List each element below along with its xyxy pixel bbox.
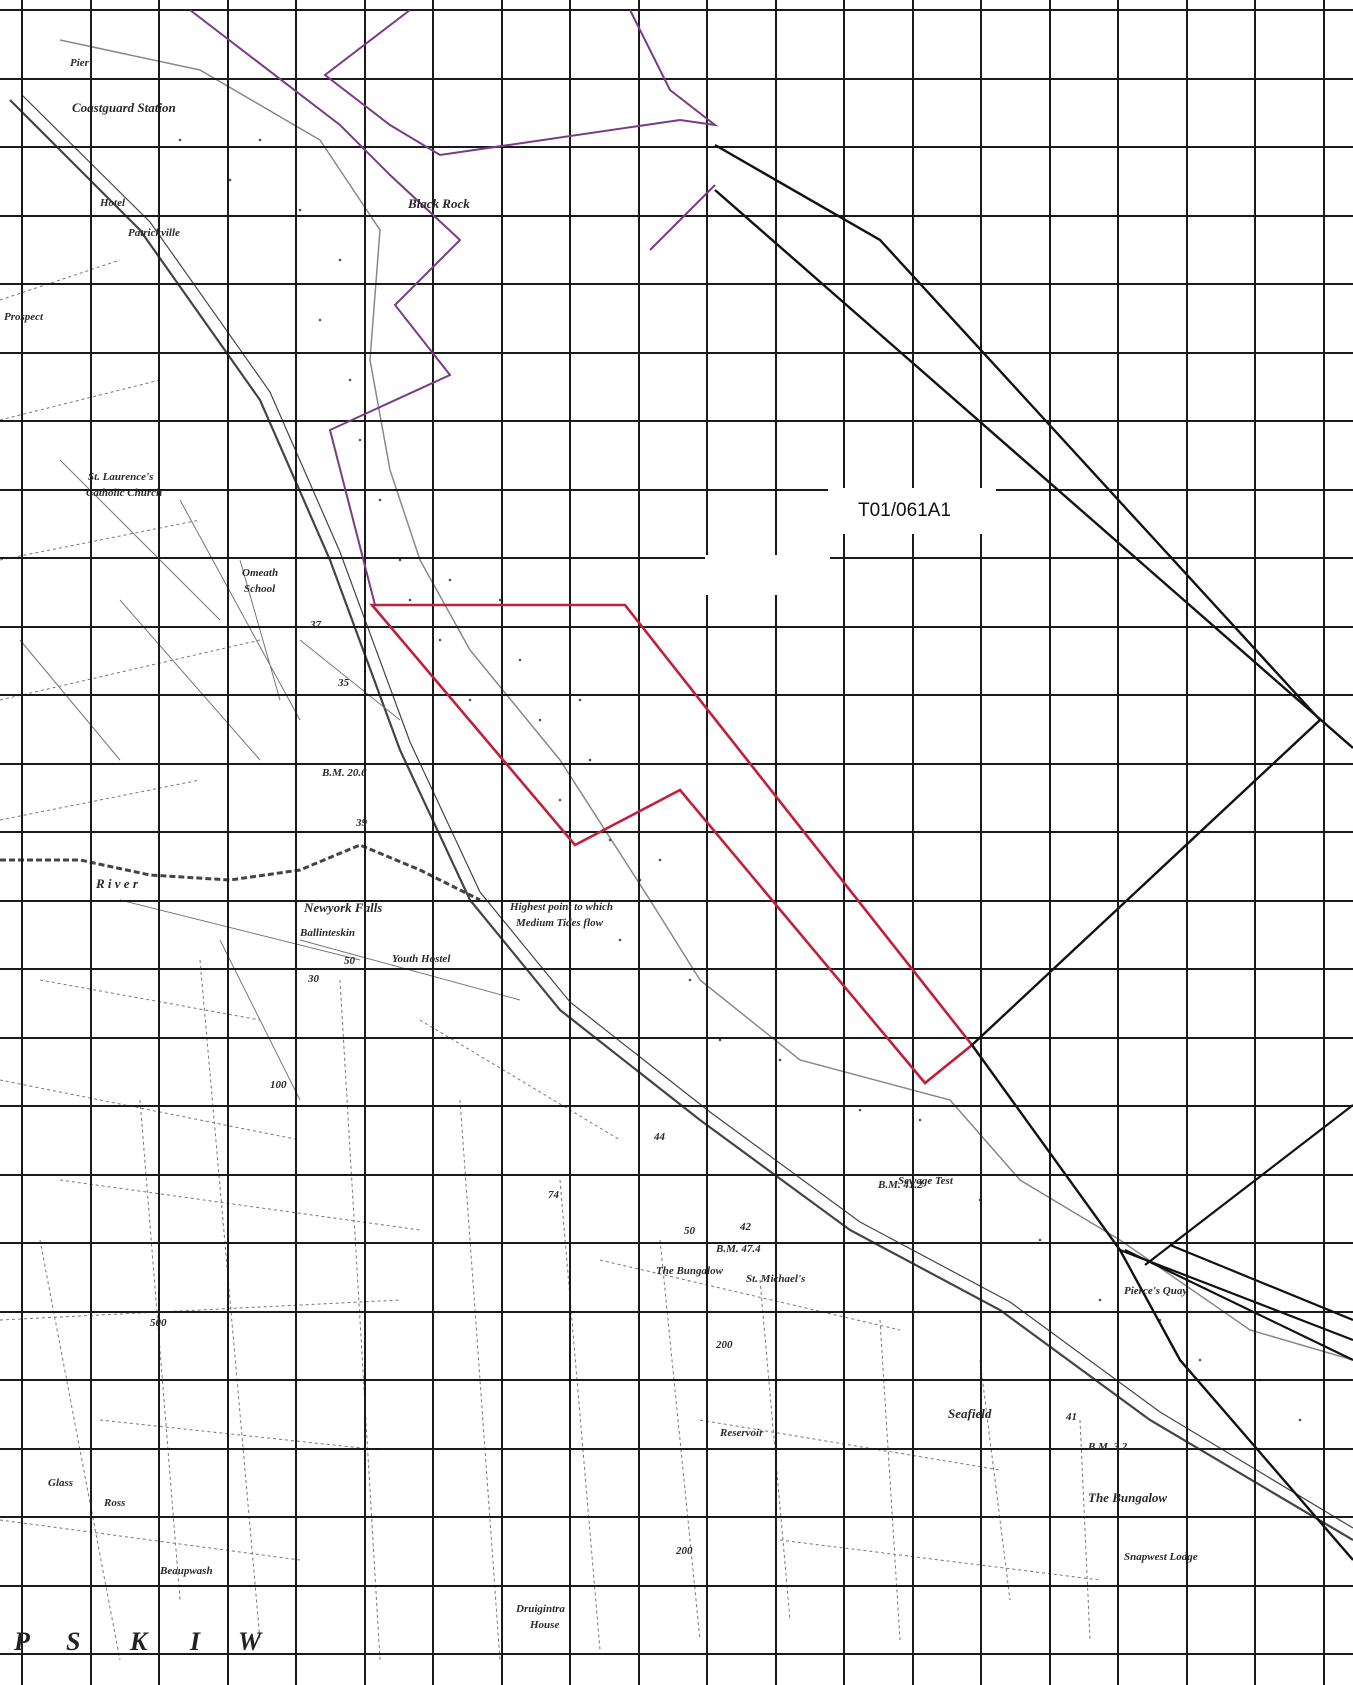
- label-ross: Ross: [103, 1497, 125, 1509]
- label-patrickville: Patrickville: [128, 227, 180, 239]
- label-the-bungalow: The Bungalow: [656, 1265, 724, 1277]
- spot-height: 44: [653, 1131, 666, 1143]
- label-ballinteskin: Ballinteskin: [299, 927, 355, 939]
- boundary-black-south: [971, 1044, 1353, 1561]
- label-black-rock: Black Rock: [407, 196, 470, 211]
- spot-height: 41: [1065, 1411, 1077, 1423]
- label-house: House: [529, 1619, 559, 1631]
- label-prospect: Prospect: [4, 311, 44, 323]
- spot-height: 200: [715, 1339, 733, 1351]
- plot-label-background-2: [705, 555, 830, 595]
- spot-height: 30: [307, 973, 320, 985]
- label-st-laurences: St. Laurence's: [88, 471, 153, 483]
- boundary-purple-east: [649, 184, 716, 251]
- plot-reference-label: T01/061A1: [858, 500, 951, 521]
- label-school: School: [244, 583, 276, 595]
- spot-height: B.M. 3.2: [1087, 1441, 1128, 1453]
- label-youth-hostel: Youth Hostel: [392, 953, 451, 965]
- boundary-black-outer: [714, 189, 1353, 749]
- label-tide-note-2: Medium Tides flow: [515, 917, 604, 929]
- label-catholic-church: Catholic Church: [86, 487, 162, 499]
- spot-height: B.M. 47.4: [715, 1243, 761, 1255]
- label-newyork-falls: Newyork Falls: [303, 900, 382, 915]
- margin-letter: I: [189, 1627, 201, 1656]
- label-river: R i v e r: [95, 876, 139, 891]
- label-the-bungalow-2: The Bungalow: [1088, 1490, 1167, 1505]
- spot-height: 37: [309, 619, 322, 631]
- spot-height: B.M. 20.6: [321, 767, 367, 779]
- spot-height: 74: [548, 1189, 560, 1201]
- margin-letter: K: [129, 1627, 149, 1656]
- label-seafield: Seafield: [948, 1406, 992, 1421]
- boundary-black-quay-3: [1169, 1243, 1353, 1322]
- label-coastguard-station: Coastguard Station: [72, 100, 176, 115]
- spot-height: 100: [270, 1079, 287, 1091]
- spot-height: 42: [739, 1221, 752, 1233]
- label-reservoir: Reservoir: [719, 1427, 764, 1439]
- spot-height: B.M. 41.2: [877, 1179, 923, 1191]
- spot-height: 35: [337, 677, 350, 689]
- label-hotel: Hotel: [99, 197, 126, 209]
- label-st-michaels: St. Michael's: [746, 1273, 805, 1285]
- boundary-purple: [189, 9, 462, 606]
- label-druigintra: Druigintra: [515, 1603, 565, 1615]
- place-labels: Pier Coastguard Station Hotel Black Rock…: [4, 57, 1198, 1656]
- label-beaupwash: Beaupwash: [159, 1565, 213, 1577]
- boundary-black-quay-4: [1124, 1249, 1353, 1361]
- boundary-black-plot: [714, 143, 1322, 1046]
- spot-height: 200: [675, 1545, 693, 1557]
- spot-height: 500: [150, 1317, 167, 1329]
- label-tide-note-1: Highest point to which: [509, 901, 613, 913]
- spot-height: 50: [344, 955, 356, 967]
- label-omeath: Omeath: [242, 567, 278, 579]
- plot-label-background: [828, 488, 996, 534]
- margin-letter: W: [238, 1627, 263, 1656]
- boundary-black-quay: [1119, 1248, 1353, 1342]
- label-pier: Pier: [70, 57, 90, 69]
- label-snapwest: Snapwest Lodge: [1124, 1551, 1198, 1563]
- margin-letter: P: [13, 1627, 31, 1656]
- spot-height: 50: [684, 1225, 696, 1237]
- spot-height: 39: [355, 817, 368, 829]
- boundary-purple-north: [323, 9, 719, 157]
- foreshore-stipple: [178, 138, 1302, 1422]
- boundary-red-plot: [369, 603, 974, 1085]
- margin-letter: S: [66, 1627, 80, 1656]
- boundary-black-quay-2: [1144, 1104, 1353, 1266]
- label-glass: Glass: [48, 1477, 73, 1489]
- label-pierce-quay: Pierce's Quay: [1124, 1285, 1187, 1297]
- label-sewage-test: Sewage Test: [898, 1175, 954, 1187]
